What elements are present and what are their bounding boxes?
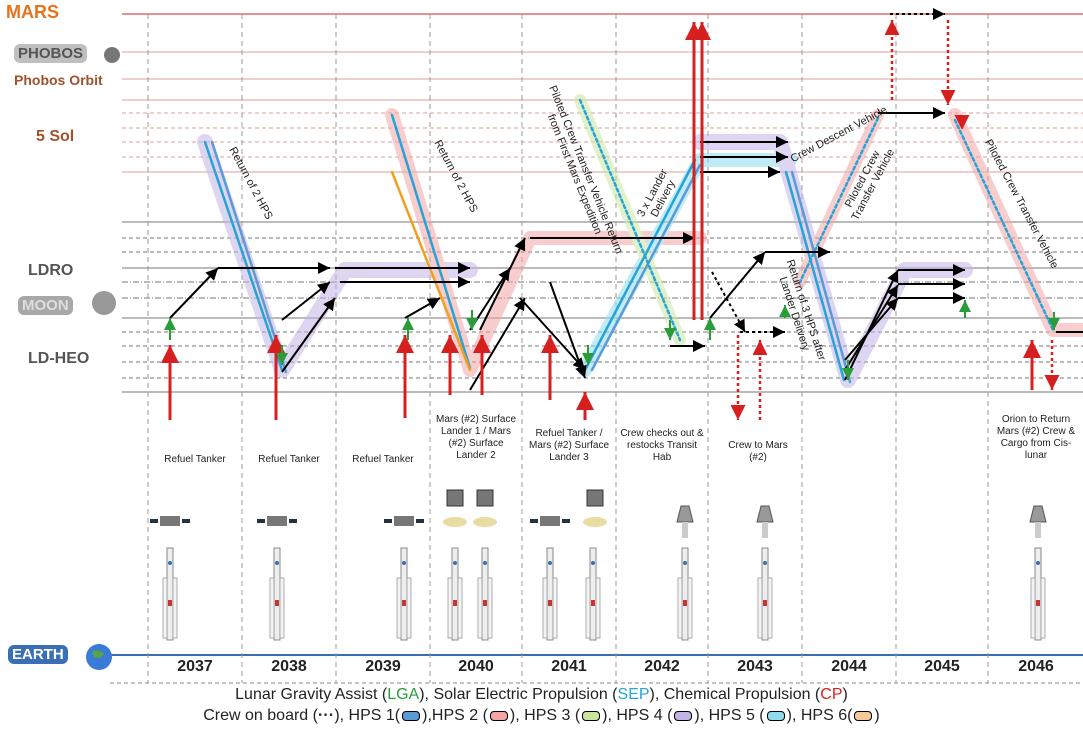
rocket-icon [269,547,285,641]
legend-hps6: ), HPS 6( [786,707,853,724]
rocket-icon [757,547,773,641]
level-lines [110,13,1083,684]
year-label: 2038 [271,658,307,675]
legend-text: Lunar Gravity Assist ( [235,686,388,703]
legend-text: ), [334,707,345,724]
year-label: 2046 [1018,658,1054,675]
hps2-swatch-icon [489,710,508,721]
level-label-moon: MOON [18,296,73,315]
caption-2037: Refuel Tanker [164,454,226,465]
legend-crew: Crew on board ( [203,707,318,724]
legend-line-1: Lunar Gravity Assist (LGA), Solar Electr… [0,686,1083,704]
crew-dotted-arrows [730,20,1060,420]
level-label-mars: MARS [6,2,59,22]
level-label-ld-heo: LD-HEO [28,350,90,367]
legend-text: ) [842,686,848,703]
rocket-icon [162,547,178,641]
hps5-swatch-icon [766,710,785,721]
legend-sep: SEP [617,686,650,703]
level-label-earth: EARTH [8,645,68,664]
level-label-phobos: PHOBOS [14,44,88,63]
year-label: 2044 [831,658,867,675]
legend-cp: CP [820,686,843,703]
year-label: 2042 [644,658,680,675]
legend-hps3: ), HPS 3 ( [509,707,581,724]
level-label-phobos-orbit: Phobos Orbit [14,72,103,88]
caption-2046: Orion to Return Mars (#2) Crew & Cargo f… [996,414,1076,461]
rocket-icon [1030,547,1046,641]
tanker-icon [530,516,570,526]
hps1-swatch-icon [402,710,421,721]
legend-text: ), Solar Electric Propulsion ( [419,686,618,703]
caption-2043: Crew to Mars (#2) [728,440,788,463]
year-separators [147,14,989,683]
lunar-gravity-assist-arrows [164,300,1060,380]
caption-2039: Refuel Tanker [352,454,414,465]
hps3-swatch-icon [582,710,601,721]
legend-lga: LGA [387,686,420,703]
caption-2040: Mars (#2) Surface Lander 1 / Mars (#2) S… [435,414,517,461]
legend-hps5: ), HPS 5 ( [694,707,765,724]
caption-2038: Refuel Tanker [258,454,320,465]
legend-text: ), Chemical Propulsion ( [649,686,821,703]
tanker-icon [384,516,424,526]
caption-2041: Refuel Tanker / Mars (#2) Surface Lander… [528,428,610,463]
legend-text: ) [874,707,880,724]
transfer-arrows [169,8,1083,391]
tanker-icon [150,516,190,526]
year-label: 2043 [737,658,773,675]
moon-icon [92,291,116,315]
year-label: 2037 [177,658,213,675]
orion-capsule-icon [1029,505,1047,538]
year-label: 2045 [924,658,960,675]
rocket-icon [447,547,463,641]
lander-icon [473,489,497,527]
rocket-icon [542,547,558,641]
crew-dots-icon: ∙∙∙ [317,707,335,724]
planet-icons [86,47,120,670]
level-label-ldro: LDRO [28,262,74,279]
rocket-icon [477,547,493,641]
lander-icon [443,489,467,527]
orion-capsule-icon [756,505,774,538]
legend-line-2: Crew on board (∙∙∙), HPS 1( ),HPS 2 ( ), H… [0,707,1083,725]
legend-hps1: HPS 1( [348,707,401,724]
lander-icon [583,489,607,527]
hps6-swatch-icon [854,710,873,721]
sep-transfer-paths [203,98,1055,384]
tanker-icon [257,516,297,526]
launch-vehicles [150,489,1047,641]
chemical-propulsion-arrows [161,22,1041,420]
caption-2042: Crew checks out & restocks Transit Hab [620,428,704,463]
legend-hps4: ), HPS 4 ( [602,707,673,724]
year-label: 2040 [458,658,494,675]
rocket-icon [396,547,412,641]
hps4-swatch-icon [674,710,693,721]
orion-capsule-icon [676,505,694,538]
rocket-icon [585,547,601,641]
year-label: 2041 [551,658,587,675]
year-label: 2039 [365,658,401,675]
rocket-icon [677,547,693,641]
level-label-5-sol: 5 Sol [36,128,75,145]
legend-hps2: ),HPS 2 ( [422,707,488,724]
phobos-icon [104,47,120,63]
